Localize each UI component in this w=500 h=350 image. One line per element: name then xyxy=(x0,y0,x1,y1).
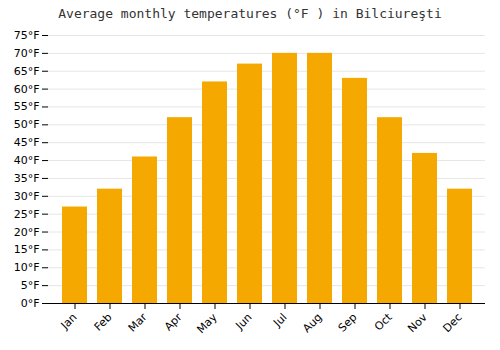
svg-text:May: May xyxy=(194,310,220,336)
svg-text:Jan: Jan xyxy=(58,311,80,333)
svg-text:0°F: 0°F xyxy=(21,297,40,310)
svg-text:Apr: Apr xyxy=(162,310,185,333)
svg-text:Jul: Jul xyxy=(270,311,289,330)
svg-text:40°F: 40°F xyxy=(14,154,40,167)
svg-text:Feb: Feb xyxy=(92,311,115,334)
svg-text:Aug: Aug xyxy=(300,311,324,335)
svg-text:Mar: Mar xyxy=(126,310,150,334)
svg-text:30°F: 30°F xyxy=(14,190,40,203)
svg-text:70°F: 70°F xyxy=(14,47,40,60)
svg-text:5°F: 5°F xyxy=(21,279,40,292)
svg-text:50°F: 50°F xyxy=(14,118,40,131)
svg-text:Dec: Dec xyxy=(440,311,464,335)
svg-text:15°F: 15°F xyxy=(14,243,40,256)
svg-text:55°F: 55°F xyxy=(14,100,40,113)
svg-text:25°F: 25°F xyxy=(14,208,40,221)
svg-text:35°F: 35°F xyxy=(14,172,40,185)
html-text:Average monthly temperatures (: Average monthly temperatures (°F ) in Bi… xyxy=(58,6,442,21)
svg-text:60°F: 60°F xyxy=(14,83,40,96)
svg-text:Jun: Jun xyxy=(233,311,255,333)
svg-text:20°F: 20°F xyxy=(14,226,40,239)
svg-text:Nov: Nov xyxy=(405,310,430,335)
svg-text:Oct: Oct xyxy=(372,310,395,333)
svg-text:75°F: 75°F xyxy=(14,29,40,42)
svg-text:10°F: 10°F xyxy=(14,261,40,274)
svg-text:45°F: 45°F xyxy=(14,136,40,149)
svg-text:65°F: 65°F xyxy=(14,65,40,78)
svg-text:Sep: Sep xyxy=(336,311,360,335)
